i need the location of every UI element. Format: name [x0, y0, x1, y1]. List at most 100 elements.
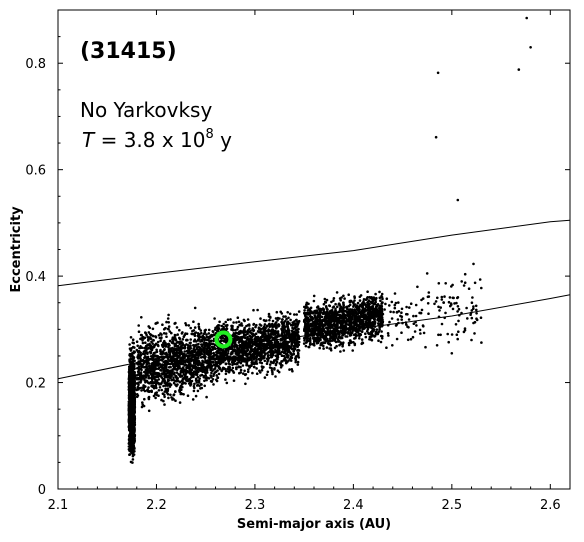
data-point	[212, 383, 215, 386]
data-point	[154, 351, 157, 354]
data-point	[129, 376, 132, 380]
data-point	[251, 353, 254, 356]
data-point	[317, 341, 320, 345]
data-point	[137, 378, 141, 381]
data-point	[128, 405, 131, 408]
data-point	[281, 321, 285, 324]
data-point	[273, 341, 277, 344]
data-point	[352, 305, 355, 308]
data-point	[167, 313, 170, 317]
data-point	[190, 373, 193, 376]
data-point	[131, 354, 134, 358]
data-point	[250, 332, 254, 335]
data-point	[129, 384, 132, 387]
data-point	[212, 374, 215, 378]
data-point	[156, 381, 160, 385]
data-point	[261, 355, 265, 358]
data-point	[192, 339, 196, 343]
data-point	[283, 327, 286, 330]
data-point	[196, 339, 200, 342]
data-point	[133, 420, 136, 424]
data-point	[287, 316, 290, 320]
data-point	[213, 343, 217, 347]
data-point	[276, 347, 280, 351]
data-point	[162, 328, 166, 331]
data-point	[178, 336, 181, 340]
data-point	[225, 325, 228, 328]
data-point	[297, 340, 301, 344]
data-point	[258, 369, 261, 373]
data-point	[215, 374, 218, 377]
data-point	[159, 375, 163, 378]
data-point	[205, 378, 208, 382]
data-point	[185, 376, 188, 380]
data-point	[191, 375, 195, 379]
data-point	[359, 294, 363, 297]
data-point	[144, 365, 148, 368]
data-point	[194, 377, 198, 381]
data-point	[276, 353, 280, 357]
data-point	[132, 429, 136, 433]
data-point	[160, 398, 163, 402]
data-point	[133, 389, 136, 392]
data-point	[263, 323, 267, 326]
data-point	[128, 360, 132, 364]
data-point	[281, 350, 284, 354]
data-point	[151, 363, 155, 366]
data-point	[175, 384, 178, 388]
data-point	[230, 361, 234, 364]
data-point	[150, 368, 153, 372]
data-point	[211, 378, 215, 381]
data-point	[163, 395, 166, 399]
data-point	[215, 379, 219, 383]
data-point	[368, 338, 371, 341]
data-point	[241, 340, 245, 344]
data-point	[379, 340, 383, 344]
data-point	[195, 366, 198, 370]
data-point	[339, 350, 342, 353]
data-point	[152, 339, 155, 342]
data-point	[234, 352, 238, 355]
data-point	[255, 372, 259, 376]
data-point	[174, 374, 178, 378]
data-point	[181, 385, 184, 389]
data-point	[343, 297, 346, 300]
data-point	[181, 338, 185, 341]
data-point	[167, 374, 171, 377]
data-point	[133, 367, 136, 371]
data-point	[171, 369, 174, 373]
data-point	[198, 346, 202, 349]
data-point	[296, 330, 300, 334]
data-point	[204, 359, 207, 362]
data-point	[185, 332, 189, 336]
data-point	[289, 359, 293, 362]
data-point	[131, 432, 135, 436]
data-point	[166, 369, 169, 373]
data-point	[362, 298, 366, 301]
data-point	[259, 324, 263, 327]
data-point	[152, 394, 156, 398]
data-point	[233, 359, 237, 363]
data-point	[285, 353, 289, 356]
data-point	[150, 384, 153, 388]
data-point	[225, 381, 229, 385]
data-point	[267, 337, 271, 341]
data-point	[147, 331, 151, 334]
data-point	[290, 368, 294, 371]
data-point	[192, 389, 196, 393]
data-point	[173, 362, 177, 366]
data-point	[147, 376, 150, 380]
data-point	[276, 319, 279, 322]
data-point	[147, 374, 150, 378]
data-point	[143, 384, 146, 388]
data-point	[194, 354, 197, 358]
data-point	[273, 351, 277, 354]
data-point	[284, 349, 288, 352]
data-point	[181, 342, 185, 346]
data-point	[182, 371, 185, 374]
data-point	[166, 389, 170, 393]
data-point	[231, 347, 234, 351]
data-point	[168, 382, 171, 385]
data-point	[291, 333, 295, 337]
data-point	[184, 382, 187, 385]
